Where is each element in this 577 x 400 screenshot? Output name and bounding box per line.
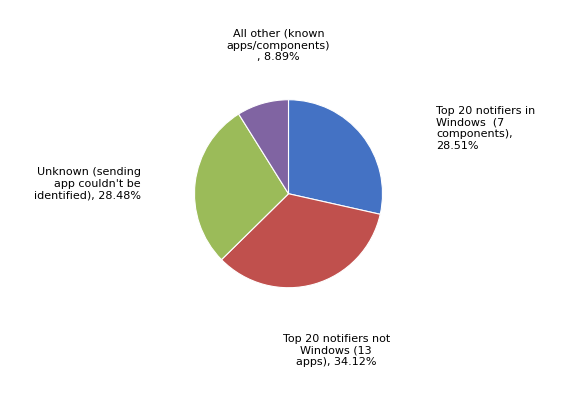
Wedge shape [222, 194, 380, 288]
Text: Top 20 notifiers not
Windows (13
apps), 34.12%: Top 20 notifiers not Windows (13 apps), … [283, 334, 389, 367]
Text: All other (known
apps/components)
, 8.89%: All other (known apps/components) , 8.89… [227, 29, 330, 62]
Text: Top 20 notifiers in
Windows  (7
components),
28.51%: Top 20 notifiers in Windows (7 component… [436, 106, 535, 151]
Text: Unknown (sending
app couldn't be
identified), 28.48%: Unknown (sending app couldn't be identif… [33, 167, 141, 200]
Wedge shape [288, 100, 383, 214]
Wedge shape [194, 114, 288, 260]
Wedge shape [239, 100, 288, 194]
